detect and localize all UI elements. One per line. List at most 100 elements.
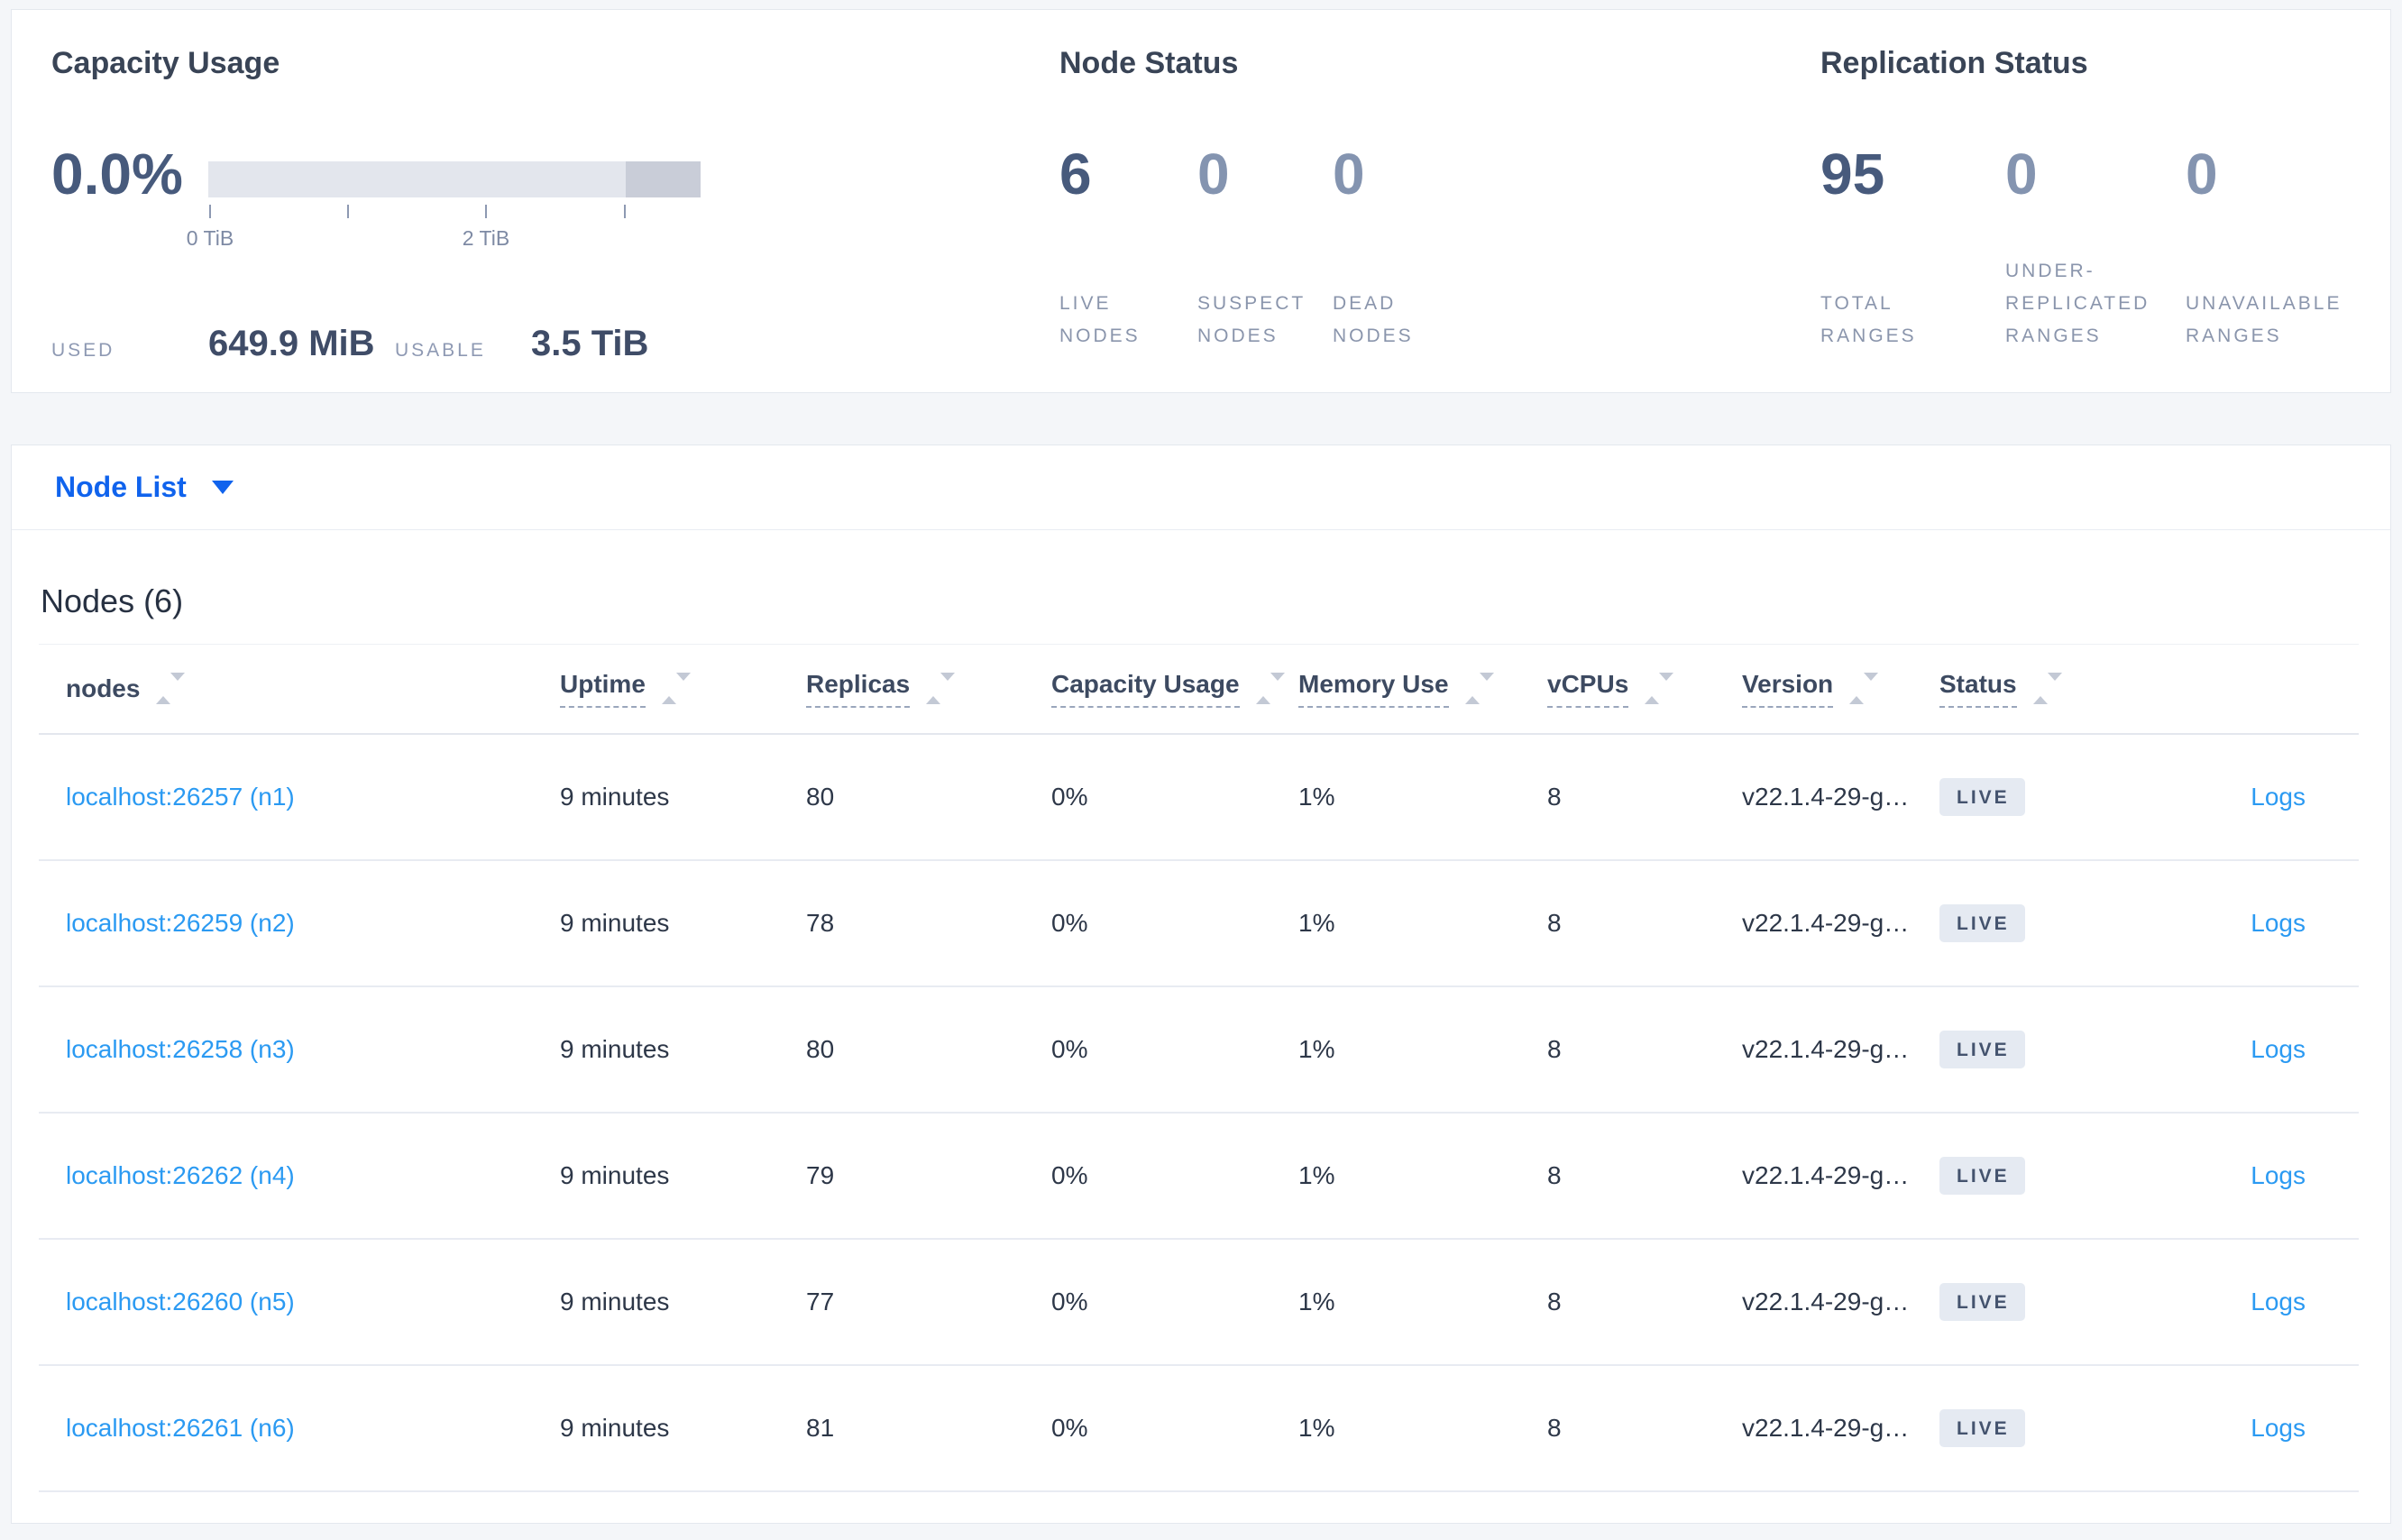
node-link[interactable]: localhost:26259 (n2) — [66, 909, 295, 937]
sort-icon — [156, 673, 186, 704]
memory-cell: 1% — [1298, 909, 1335, 937]
dead-nodes-value: 0 — [1333, 142, 1365, 206]
sort-icon — [926, 673, 956, 704]
column-header-capacity-usage[interactable]: Capacity Usage — [1051, 670, 1298, 708]
column-header-nodes[interactable]: nodes — [39, 673, 560, 704]
version-cell: v22.1.4-29-g… — [1742, 1288, 1910, 1315]
logs-link[interactable]: Logs — [2251, 1161, 2306, 1189]
usable-label: USABLE — [395, 340, 486, 361]
table-row: localhost:26261 (n6) 9 minutes 81 0% 1% … — [39, 1366, 2359, 1492]
sort-icon — [1464, 673, 1494, 704]
replicas-cell: 80 — [806, 783, 835, 811]
node-link[interactable]: localhost:26260 (n5) — [66, 1288, 295, 1315]
replicas-cell: 79 — [806, 1161, 835, 1189]
suspect-nodes-value: 0 — [1197, 142, 1230, 206]
column-header-label: vCPUs — [1547, 670, 1629, 708]
view-selector-bar: Node List — [12, 445, 2390, 530]
total-ranges-label: TOTAL RANGES — [1820, 293, 1917, 346]
vcpus-cell: 8 — [1547, 909, 1562, 937]
logs-link[interactable]: Logs — [2251, 909, 2306, 937]
version-cell: v22.1.4-29-g… — [1742, 1035, 1910, 1063]
capacity-usage-bar — [208, 161, 701, 197]
uptime-cell: 9 minutes — [560, 1035, 670, 1063]
table-row: localhost:26258 (n3) 9 minutes 80 0% 1% … — [39, 987, 2359, 1114]
view-selector-label: Node List — [55, 471, 187, 503]
suspect-nodes-label: SUSPECT NODES — [1197, 293, 1306, 346]
logs-link[interactable]: Logs — [2251, 1035, 2306, 1063]
axis-tick — [209, 205, 211, 218]
uptime-cell: 9 minutes — [560, 1161, 670, 1189]
status-badge: LIVE — [1939, 1283, 2025, 1321]
version-cell: v22.1.4-29-g… — [1742, 1414, 1910, 1442]
replicas-cell: 78 — [806, 909, 835, 937]
table-row: localhost:26262 (n4) 9 minutes 79 0% 1% … — [39, 1114, 2359, 1240]
replicas-cell: 77 — [806, 1288, 835, 1315]
column-header-label: Version — [1742, 670, 1834, 708]
vcpus-cell: 8 — [1547, 1161, 1562, 1189]
nodes-table-header-row: nodes Uptime Replicas Capacity Usage Mem… — [39, 645, 2359, 735]
column-header-label: nodes — [66, 674, 141, 702]
node-link[interactable]: localhost:26261 (n6) — [66, 1414, 295, 1442]
node-status-title: Node Status — [1059, 46, 1239, 80]
table-row: localhost:26259 (n2) 9 minutes 78 0% 1% … — [39, 861, 2359, 987]
under-replicated-ranges-value: 0 — [2005, 142, 2038, 206]
status-badge: LIVE — [1939, 1409, 2025, 1447]
used-value: 649.9 MiB — [208, 324, 375, 363]
column-header-version[interactable]: Version — [1742, 670, 1939, 708]
column-header-vcpus[interactable]: vCPUs — [1547, 670, 1742, 708]
vcpus-cell: 8 — [1547, 1414, 1562, 1442]
sort-icon — [1255, 673, 1285, 704]
axis-tick — [347, 205, 349, 218]
logs-link[interactable]: Logs — [2251, 783, 2306, 811]
used-label: USED — [51, 340, 115, 361]
column-header-memory-use[interactable]: Memory Use — [1298, 670, 1547, 708]
vcpus-cell: 8 — [1547, 1288, 1562, 1315]
uptime-cell: 9 minutes — [560, 783, 670, 811]
capacity-cell: 0% — [1051, 1161, 1088, 1189]
nodes-table-title: Nodes (6) — [41, 582, 184, 619]
view-selector-dropdown[interactable]: Node List — [55, 471, 234, 504]
sort-icon — [1645, 673, 1674, 704]
under-replicated-ranges-label: UNDER-REPLICATED RANGES — [2005, 261, 2150, 346]
column-header-label: Replicas — [806, 670, 911, 708]
node-link[interactable]: localhost:26257 (n1) — [66, 783, 295, 811]
dead-nodes-label: DEAD NODES — [1333, 293, 1414, 346]
version-cell: v22.1.4-29-g… — [1742, 1161, 1910, 1189]
column-header-label: Capacity Usage — [1051, 670, 1240, 708]
vcpus-cell: 8 — [1547, 1035, 1562, 1063]
memory-cell: 1% — [1298, 1161, 1335, 1189]
chevron-down-icon — [211, 481, 234, 494]
memory-cell: 1% — [1298, 1414, 1335, 1442]
capacity-usage-percent: 0.0% — [51, 142, 183, 206]
capacity-usage-title: Capacity Usage — [51, 46, 280, 80]
capacity-cell: 0% — [1051, 1035, 1088, 1063]
title-divider — [39, 644, 2359, 645]
capacity-cell: 0% — [1051, 783, 1088, 811]
axis-tick — [624, 205, 626, 218]
node-link[interactable]: localhost:26258 (n3) — [66, 1035, 295, 1063]
capacity-cell: 0% — [1051, 1288, 1088, 1315]
column-header-replicas[interactable]: Replicas — [806, 670, 1051, 708]
capacity-cell: 0% — [1051, 909, 1088, 937]
live-nodes-value: 6 — [1059, 142, 1092, 206]
memory-cell: 1% — [1298, 1035, 1335, 1063]
axis-tick-label: 0 TiB — [186, 226, 234, 250]
column-header-status[interactable]: Status — [1939, 670, 2203, 708]
column-header-uptime[interactable]: Uptime — [560, 670, 806, 708]
uptime-cell: 9 minutes — [560, 1414, 670, 1442]
logs-link[interactable]: Logs — [2251, 1414, 2306, 1442]
capacity-cell: 0% — [1051, 1414, 1088, 1442]
version-cell: v22.1.4-29-g… — [1742, 783, 1910, 811]
replication-status-title: Replication Status — [1820, 46, 2088, 80]
live-nodes-label: LIVE NODES — [1059, 293, 1141, 346]
uptime-cell: 9 minutes — [560, 909, 670, 937]
node-link[interactable]: localhost:26262 (n4) — [66, 1161, 295, 1189]
sort-icon — [661, 673, 691, 704]
sort-icon — [1849, 673, 1879, 704]
sort-icon — [2032, 673, 2062, 704]
logs-link[interactable]: Logs — [2251, 1288, 2306, 1315]
capacity-bar-segment — [626, 161, 701, 197]
column-header-label: Memory Use — [1298, 670, 1449, 708]
status-badge: LIVE — [1939, 778, 2025, 816]
